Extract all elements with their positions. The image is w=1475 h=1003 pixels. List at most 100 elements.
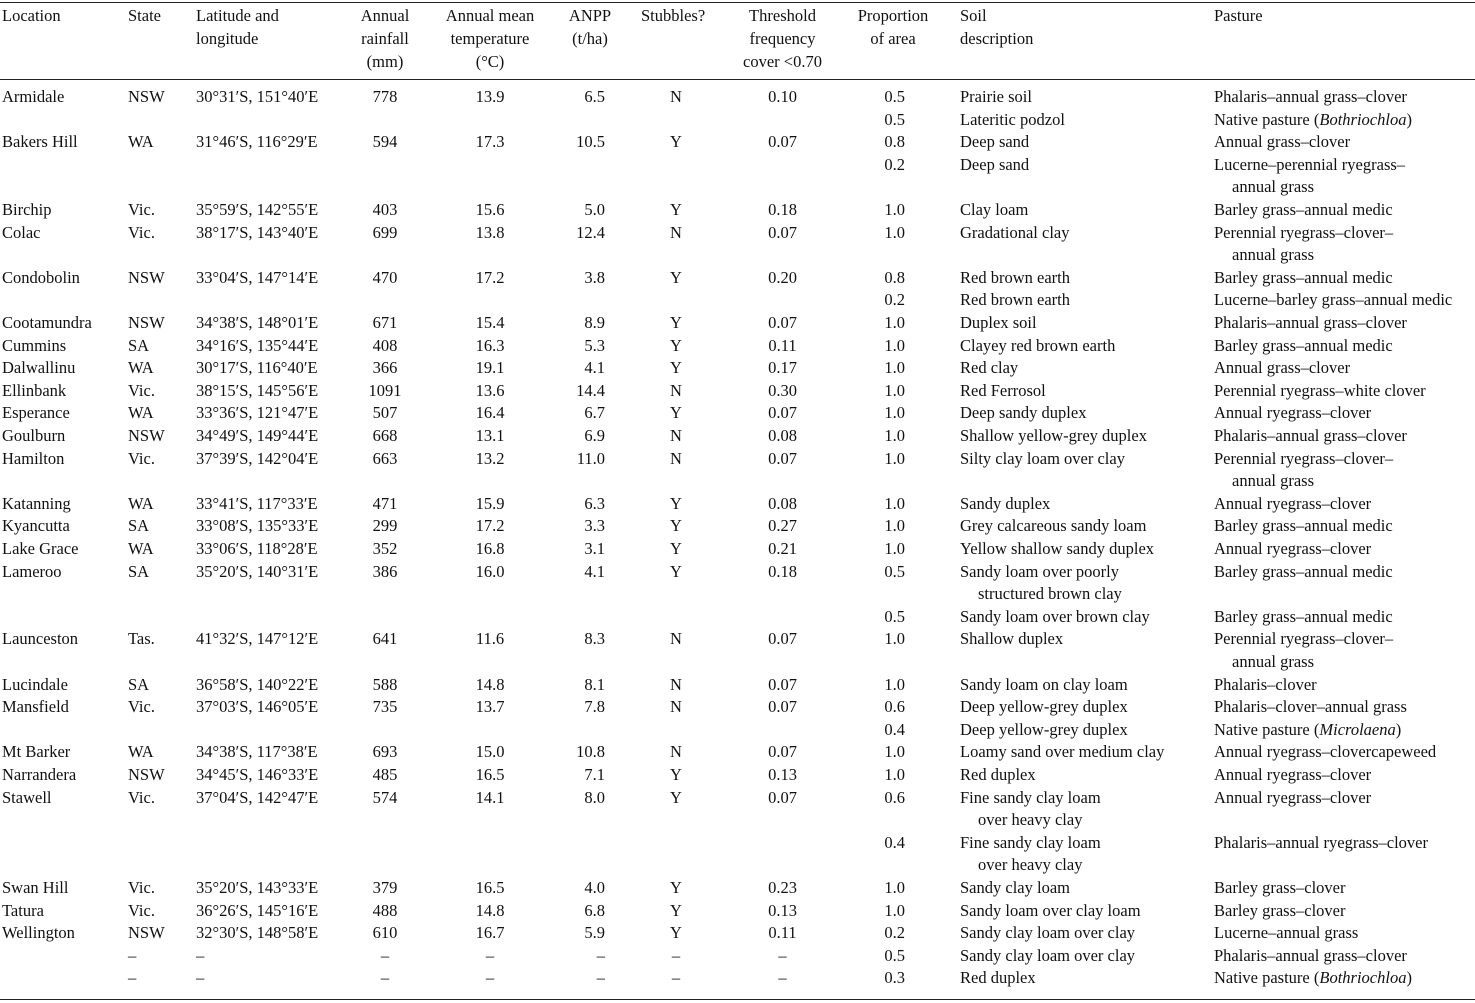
cell-prop: 0.6 xyxy=(884,787,905,807)
cell-rain: 594 xyxy=(372,132,398,152)
cell-prop: 1.0 xyxy=(884,516,905,536)
cell-prop: 1.0 xyxy=(884,539,905,558)
cell-thresh: 0.07 xyxy=(768,742,797,762)
cell-state: Vic. xyxy=(128,200,155,219)
cell-latlong: 37°39′S, 142°04′E xyxy=(196,448,319,468)
cell-prop: 0.2 xyxy=(884,154,905,174)
cell-state: Vic. xyxy=(128,900,155,920)
cell-location: Lucindale xyxy=(2,674,68,694)
cell-prop: 0.2 xyxy=(884,290,905,310)
cell-location: Kyancutta xyxy=(2,516,70,536)
cell-rain: 699 xyxy=(372,222,398,242)
cell-location: Hamilton xyxy=(2,448,65,468)
cell-rain: 379 xyxy=(372,878,398,897)
cell-pasture: Native pasture (Bothriochloa) xyxy=(1214,967,1412,990)
cell-state: Vic. xyxy=(128,787,155,807)
cell-state: SA xyxy=(128,674,150,694)
cell-soil: Yellow shallow sandy duplex xyxy=(960,539,1155,558)
cell-location: Swan Hill xyxy=(2,878,69,897)
cell-soil: Red brown earth xyxy=(960,290,1070,310)
cell-prop: 1.0 xyxy=(884,358,905,378)
cell-stubbles: Y xyxy=(670,765,682,784)
cell-temp: 15.6 xyxy=(475,200,505,219)
cell-temp: 17.2 xyxy=(475,516,505,536)
cell-anpp: 3.3 xyxy=(584,516,605,536)
cell-pasture: annual grass xyxy=(1232,245,1315,265)
cell-prop: 0.8 xyxy=(884,132,905,152)
cell-location: Esperance xyxy=(2,403,70,423)
cell-prop: 0.5 xyxy=(884,606,905,626)
cell-text: Native pasture ( xyxy=(1214,968,1320,988)
cell-pasture: Annual ryegrass–clover xyxy=(1214,765,1372,784)
cell-anpp: 12.4 xyxy=(576,222,605,242)
header-line: Threshold xyxy=(749,6,816,25)
cell-rain: 386 xyxy=(372,561,398,581)
cell-thresh: 0.10 xyxy=(768,87,797,106)
cell-location: Lameroo xyxy=(2,561,62,581)
cell-prop: 0.4 xyxy=(884,832,905,852)
cell-thresh: 0.07 xyxy=(768,697,797,717)
cell-thresh: – xyxy=(778,968,787,988)
cell-state: Vic. xyxy=(128,222,155,242)
cell-soil: Duplex soil xyxy=(960,313,1037,332)
cell-thresh: 0.23 xyxy=(768,878,797,897)
cell-temp: 16.7 xyxy=(475,923,505,943)
cell-pasture: Perennial ryegrass–clover– xyxy=(1214,448,1394,468)
cell-anpp: 5.9 xyxy=(584,923,605,943)
cell-pasture: Native pasture (Microlaena) xyxy=(1214,719,1401,742)
genus-name: Bothriochloa xyxy=(1319,109,1407,129)
cell-stubbles: Y xyxy=(670,516,682,536)
cell-stubbles: Y xyxy=(670,335,682,355)
cell-latlong: 36°26′S, 145°16′E xyxy=(196,900,319,920)
cell-pasture: Perennial ryegrass–clover– xyxy=(1214,629,1394,649)
cell-pasture: Annual grass–clover xyxy=(1214,358,1351,378)
header-prop: Proportion of area xyxy=(848,4,938,50)
cell-latlong: 34°49′S, 149°44′E xyxy=(196,426,319,445)
cell-pasture: annual grass xyxy=(1232,652,1315,671)
header-temp: Annual mean temperature (°C) xyxy=(435,4,545,73)
header-line: Annual mean xyxy=(445,6,535,25)
cell-soil: Fine sandy clay loam xyxy=(960,787,1101,807)
cell-thresh: 0.07 xyxy=(768,403,797,423)
top-rule xyxy=(0,2,1475,3)
cell-rain: 488 xyxy=(372,900,398,920)
cell-stubbles: N xyxy=(670,87,682,106)
cell-prop: 0.3 xyxy=(884,968,905,988)
cell-anpp: 4.1 xyxy=(584,561,605,581)
cell-soil: Deep sand xyxy=(960,132,1030,152)
cell-stubbles: N xyxy=(670,697,682,717)
cell-anpp: 3.1 xyxy=(584,539,605,558)
header-line: of area xyxy=(870,29,916,48)
cell-latlong: 35°20′S, 143°33′E xyxy=(196,878,319,897)
cell-anpp: 4.0 xyxy=(584,878,605,897)
cell-soil: Red Ferrosol xyxy=(960,380,1046,400)
cell-rain: 693 xyxy=(372,742,398,762)
cell-soil: Sandy clay loam over clay xyxy=(960,923,1136,943)
cell-pasture: Barley grass–annual medic xyxy=(1214,200,1393,219)
cell-latlong: 34°38′S, 117°38′E xyxy=(196,742,318,762)
cell-prop: 1.0 xyxy=(884,313,905,332)
cell-pasture: Annual ryegrass–clover xyxy=(1214,787,1372,807)
cell-latlong: – xyxy=(196,968,205,988)
cell-anpp: 10.5 xyxy=(576,132,605,152)
cell-location: Ellinbank xyxy=(2,380,67,400)
cell-state: NSW xyxy=(128,267,165,287)
cell-prop: 0.5 xyxy=(884,109,905,129)
cell-rain: 735 xyxy=(372,697,398,717)
cell-latlong: 30°31′S, 151°40′E xyxy=(196,87,319,106)
cell-stubbles: N xyxy=(670,742,682,762)
header-line: temperature xyxy=(450,29,530,48)
cell-stubbles: N xyxy=(670,426,682,445)
cell-text: Native pasture ( xyxy=(1214,719,1320,739)
cell-temp: 13.9 xyxy=(475,87,505,106)
cell-prop: 1.0 xyxy=(884,335,905,355)
cell-soil: Red duplex xyxy=(960,765,1036,784)
cell-rain: 663 xyxy=(372,448,398,468)
header-line: Soil xyxy=(960,6,987,25)
cell-thresh: 0.21 xyxy=(768,539,797,558)
cell-prop: 1.0 xyxy=(884,900,905,920)
cell-pasture: Annual ryegrass–clover xyxy=(1214,539,1372,558)
header-line: (t/ha) xyxy=(572,29,608,48)
cell-thresh: 0.13 xyxy=(768,765,797,784)
cell-rain: – xyxy=(380,945,390,965)
